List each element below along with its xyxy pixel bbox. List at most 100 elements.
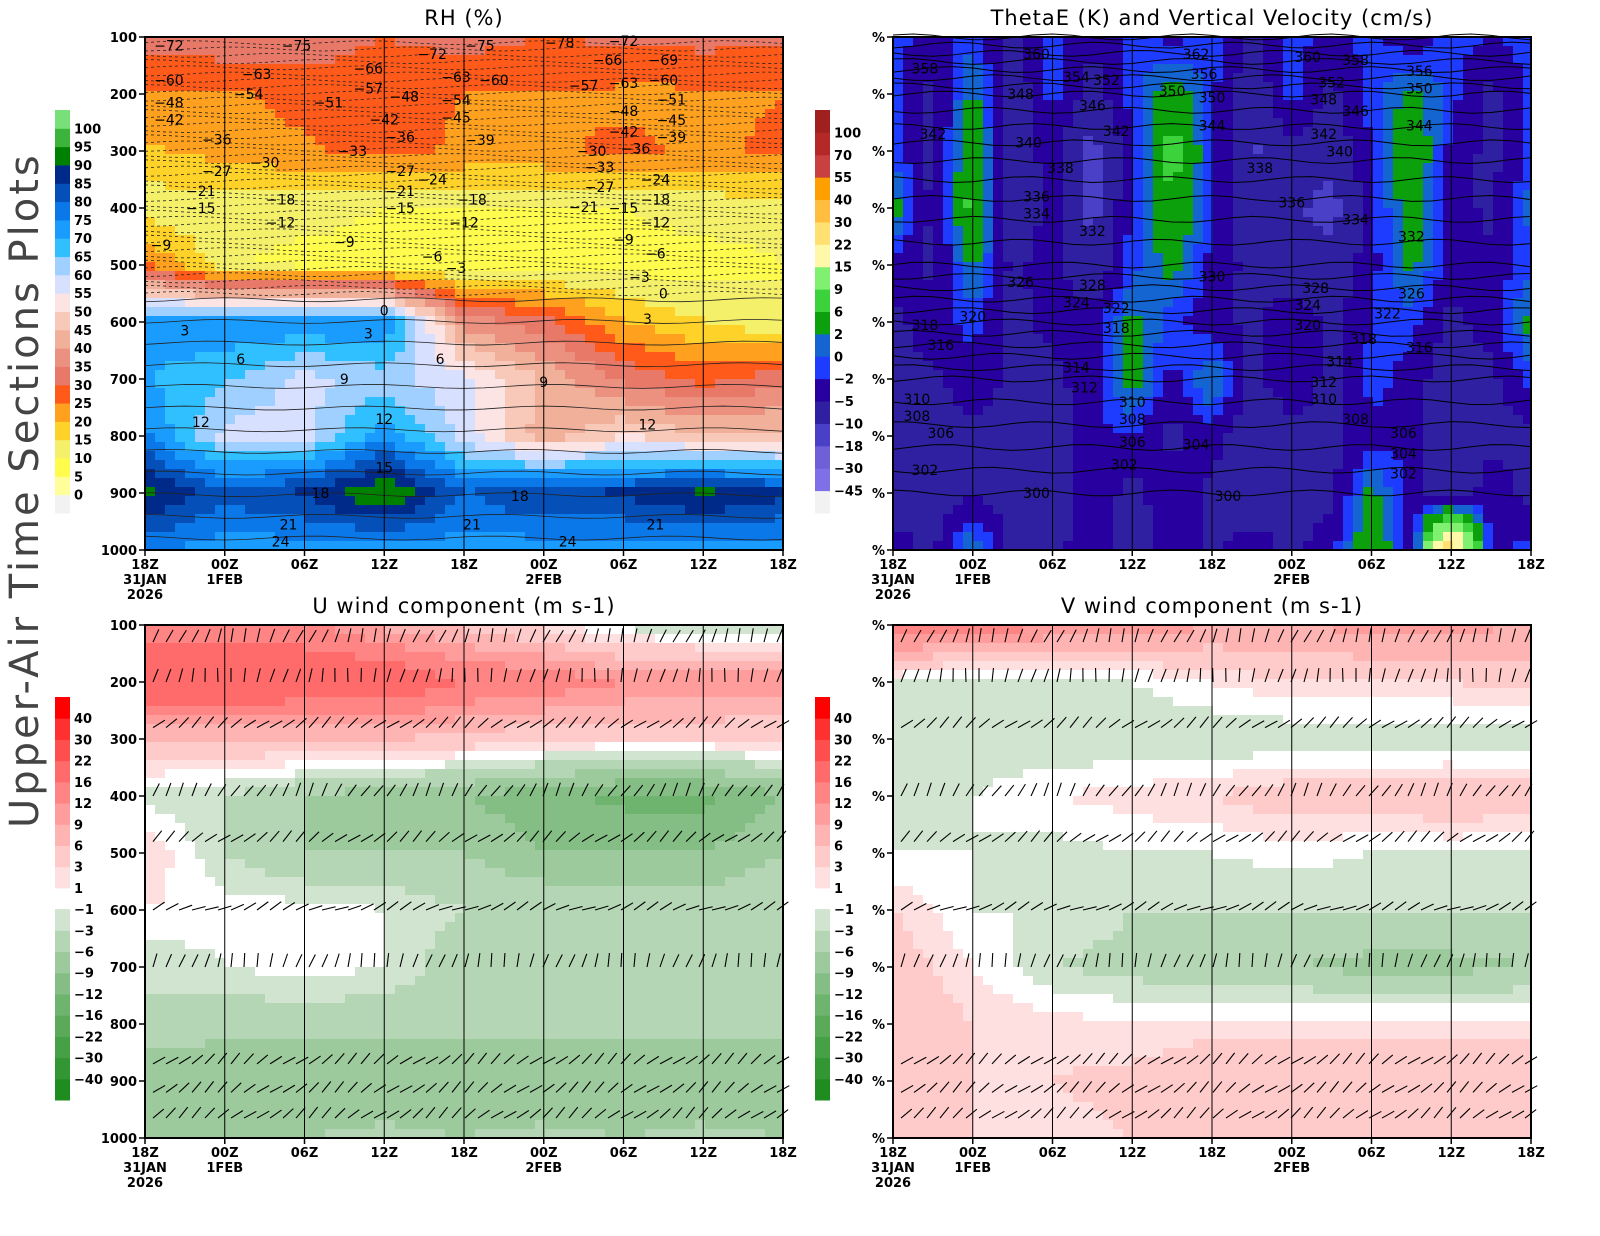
field-cell [435,451,446,461]
field-cell [1383,118,1394,128]
x-tick-label: 12Z [370,558,398,573]
field-cell [255,163,266,173]
field-cell [525,316,536,326]
field-cell [445,190,456,200]
field-cell [695,244,706,254]
field-cell [605,289,616,299]
field-cell [225,118,236,128]
field-cell [525,451,536,461]
field-cell [295,82,306,92]
field-cell [255,64,266,74]
field-cell [705,127,716,137]
field-cell [485,253,496,263]
field-cell [745,334,756,344]
field-cell [295,73,306,83]
field-cell [595,91,606,101]
field-cell [893,55,904,65]
field-cell [745,352,756,362]
field-cell [725,424,736,434]
field-cell [745,514,756,524]
field-cell [655,370,666,380]
field-cell [525,298,536,308]
field-cell [545,289,556,299]
field-cell [385,388,396,398]
field-cell [285,478,296,488]
field-cell [255,226,266,236]
field-cell [405,73,416,83]
field-cell [665,352,676,362]
field-cell [285,100,296,110]
contour-label: −18 [641,192,671,208]
field-cell [525,73,536,83]
field-cell [255,397,266,407]
contour-label: 3 [364,326,373,342]
field-cell [665,307,676,317]
field-cell [415,514,426,524]
field-cell [645,154,656,164]
field-cell [355,208,366,218]
field-cell [893,118,904,128]
field-cell [525,352,536,362]
field-cell [155,334,166,344]
field-cell [1183,172,1194,182]
field-cell [275,172,286,182]
field-cell [495,334,506,344]
field-cell [675,82,686,92]
contour-label: −57 [569,78,599,94]
field-cell [435,370,446,380]
field-cell [565,370,576,380]
colorbar-swatch [55,439,70,459]
field-cell [765,523,776,533]
field-cell [355,136,366,146]
field-cell [325,37,336,47]
field-cell [505,433,516,443]
field-cell [525,433,536,443]
field-cell [295,370,306,380]
field-cell [325,388,336,398]
field-cell [365,199,376,209]
field-cell [385,145,396,155]
field-cell [345,82,356,92]
field-cell [145,46,156,56]
contour-label: −27 [385,164,415,180]
field-cell [335,451,346,461]
field-cell [185,271,196,281]
field-cell [325,91,336,101]
field-cell [265,379,276,389]
field-cell [685,136,696,146]
field-cell [205,451,216,461]
field-cell [285,55,296,65]
field-cell [305,442,316,452]
field-cell [1473,154,1484,164]
contour-label: 12 [639,418,657,434]
field-cell [265,325,276,335]
field-cell [485,109,496,119]
field-cell [145,181,156,191]
field-cell [745,505,756,515]
field-cell [385,100,396,110]
field-cell [185,100,196,110]
field-cell [265,451,276,461]
field-cell [305,505,316,515]
field-cell [265,109,276,119]
field-cell [585,145,596,155]
field-cell [585,397,596,407]
field-cell [1013,190,1024,200]
field-cell [415,145,426,155]
field-cell [215,289,226,299]
field-cell [615,163,626,173]
field-cell [585,370,596,380]
field-cell [215,73,226,83]
field-cell [485,190,496,200]
field-cell [485,442,496,452]
field-cell [445,523,456,533]
field-cell [585,352,596,362]
field-cell [305,307,316,317]
field-cell [265,307,276,317]
field-cell [315,82,326,92]
field-cell [215,46,226,56]
field-cell [225,388,236,398]
field-cell [245,343,256,353]
field-cell [715,73,726,83]
field-cell [705,73,716,83]
